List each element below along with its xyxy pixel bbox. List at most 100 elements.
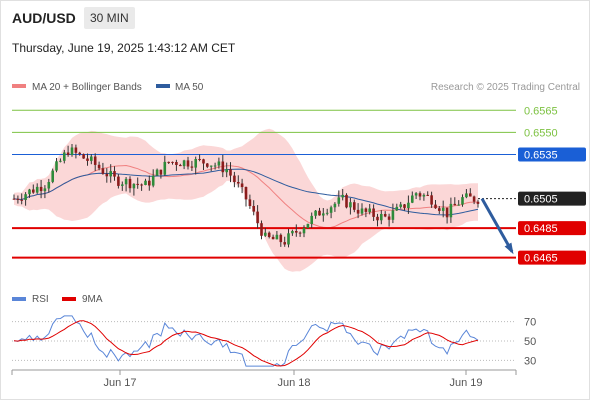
candlesticks (12, 144, 480, 248)
candle-body (325, 212, 329, 214)
candle-body (105, 173, 109, 177)
candle-body (113, 171, 116, 177)
candle-body (337, 197, 341, 204)
candle-body (66, 152, 70, 155)
candle-body (20, 199, 23, 201)
candle-body (179, 165, 182, 167)
candle-body (144, 180, 147, 185)
forecast-arrow-line (480, 197, 514, 253)
candle-body (74, 147, 78, 153)
candle-body (194, 159, 197, 168)
rsi-tick-50: 50 (524, 336, 536, 348)
candle-body (121, 184, 124, 186)
candle-body (151, 175, 155, 186)
level-tag-0.6505 (518, 191, 586, 206)
candle-body (244, 187, 248, 200)
candle-body (32, 189, 35, 193)
candle-body (360, 208, 364, 214)
candle-body (341, 194, 344, 198)
x-tick-label: Jun 19 (449, 377, 482, 389)
candle-body (445, 207, 449, 218)
candle-body (16, 198, 20, 200)
symbol-title: AUD/USD (12, 10, 76, 26)
candle-body (298, 232, 302, 234)
candle-body (78, 152, 81, 155)
candle-body (287, 233, 290, 245)
candle-body (252, 206, 255, 212)
candle-body (279, 234, 283, 243)
rsi-tick-70: 70 (524, 317, 536, 329)
candle-body (221, 161, 225, 173)
rsi-panel: 70 50 30 (12, 315, 536, 367)
forecast-arrow (480, 197, 514, 255)
candle-body (167, 161, 170, 163)
candle-body (438, 208, 441, 211)
level-tag-0.6465 (518, 250, 586, 265)
candle-body (159, 169, 163, 175)
candle-body (190, 166, 194, 168)
candle-body (472, 196, 476, 202)
candle-body (93, 156, 97, 165)
level-label-0.6505: 0.6505 (524, 194, 558, 206)
candle-body (426, 194, 429, 196)
candle-body (70, 147, 74, 155)
candle-body (267, 232, 271, 237)
candle-body (465, 193, 468, 198)
candle-body (310, 215, 313, 224)
candle-body (97, 164, 101, 169)
candle-body (345, 194, 348, 208)
candle-body (418, 193, 422, 197)
legend-swatch-rsi (12, 297, 26, 301)
bollinger-band-area (14, 128, 478, 272)
candle-body (136, 183, 139, 185)
candle-body (376, 216, 379, 221)
candle-body (202, 159, 205, 164)
candle-body (271, 236, 275, 240)
bollinger-bands (14, 128, 478, 272)
candle-body (155, 169, 159, 176)
candle-body (248, 199, 252, 206)
candle-body (225, 169, 228, 173)
price-levels: 0.6565 0.6550 0.6535 0.6505 0.6485 0.6465 (12, 105, 586, 265)
candle-body (260, 223, 263, 236)
candle-body (128, 178, 132, 189)
candle-body (59, 160, 62, 162)
candle-body (430, 195, 433, 205)
candle-body (453, 203, 457, 206)
legend-label-rsi: RSI (32, 294, 49, 305)
candle-body (186, 160, 190, 167)
legend-label-9ma: 9MA (82, 294, 103, 305)
candle-body (383, 214, 387, 217)
candle-body (329, 207, 333, 213)
level-label-0.6465: 0.6465 (524, 253, 558, 265)
candle-body (256, 211, 259, 224)
candle-body (101, 168, 105, 174)
time-axis-ticks: Jun 17 Jun 18 Jun 19 (103, 370, 483, 389)
level-label-0.6535: 0.6535 (524, 149, 558, 161)
level-label-0.6565: 0.6565 (524, 105, 558, 117)
candle-body (306, 223, 310, 229)
candle-body (39, 186, 43, 192)
candle-body (63, 152, 66, 161)
rsi-line (13, 315, 479, 367)
candle-body (403, 204, 406, 208)
candle-body (457, 204, 460, 206)
timeframe-badge[interactable]: 30 MIN (84, 7, 135, 29)
candle-body (441, 207, 445, 211)
candle-body (198, 159, 201, 160)
watermark: Research © 2025 Trading Central (431, 82, 580, 93)
candle-body (318, 210, 321, 216)
candle-body (217, 161, 221, 166)
candle-body (90, 156, 93, 161)
legend-label-bollinger: MA 20 + Bollinger Bands (32, 82, 142, 93)
candle-body (171, 161, 174, 163)
candle-body (12, 198, 16, 200)
candle-body (35, 186, 39, 193)
candle-body (414, 193, 418, 196)
candle-body (86, 158, 89, 161)
candle-body (182, 160, 186, 167)
candle-body (229, 169, 232, 176)
x-tick-label: Jun 17 (103, 377, 136, 389)
candle-body (275, 234, 279, 240)
candle-body (356, 209, 360, 214)
